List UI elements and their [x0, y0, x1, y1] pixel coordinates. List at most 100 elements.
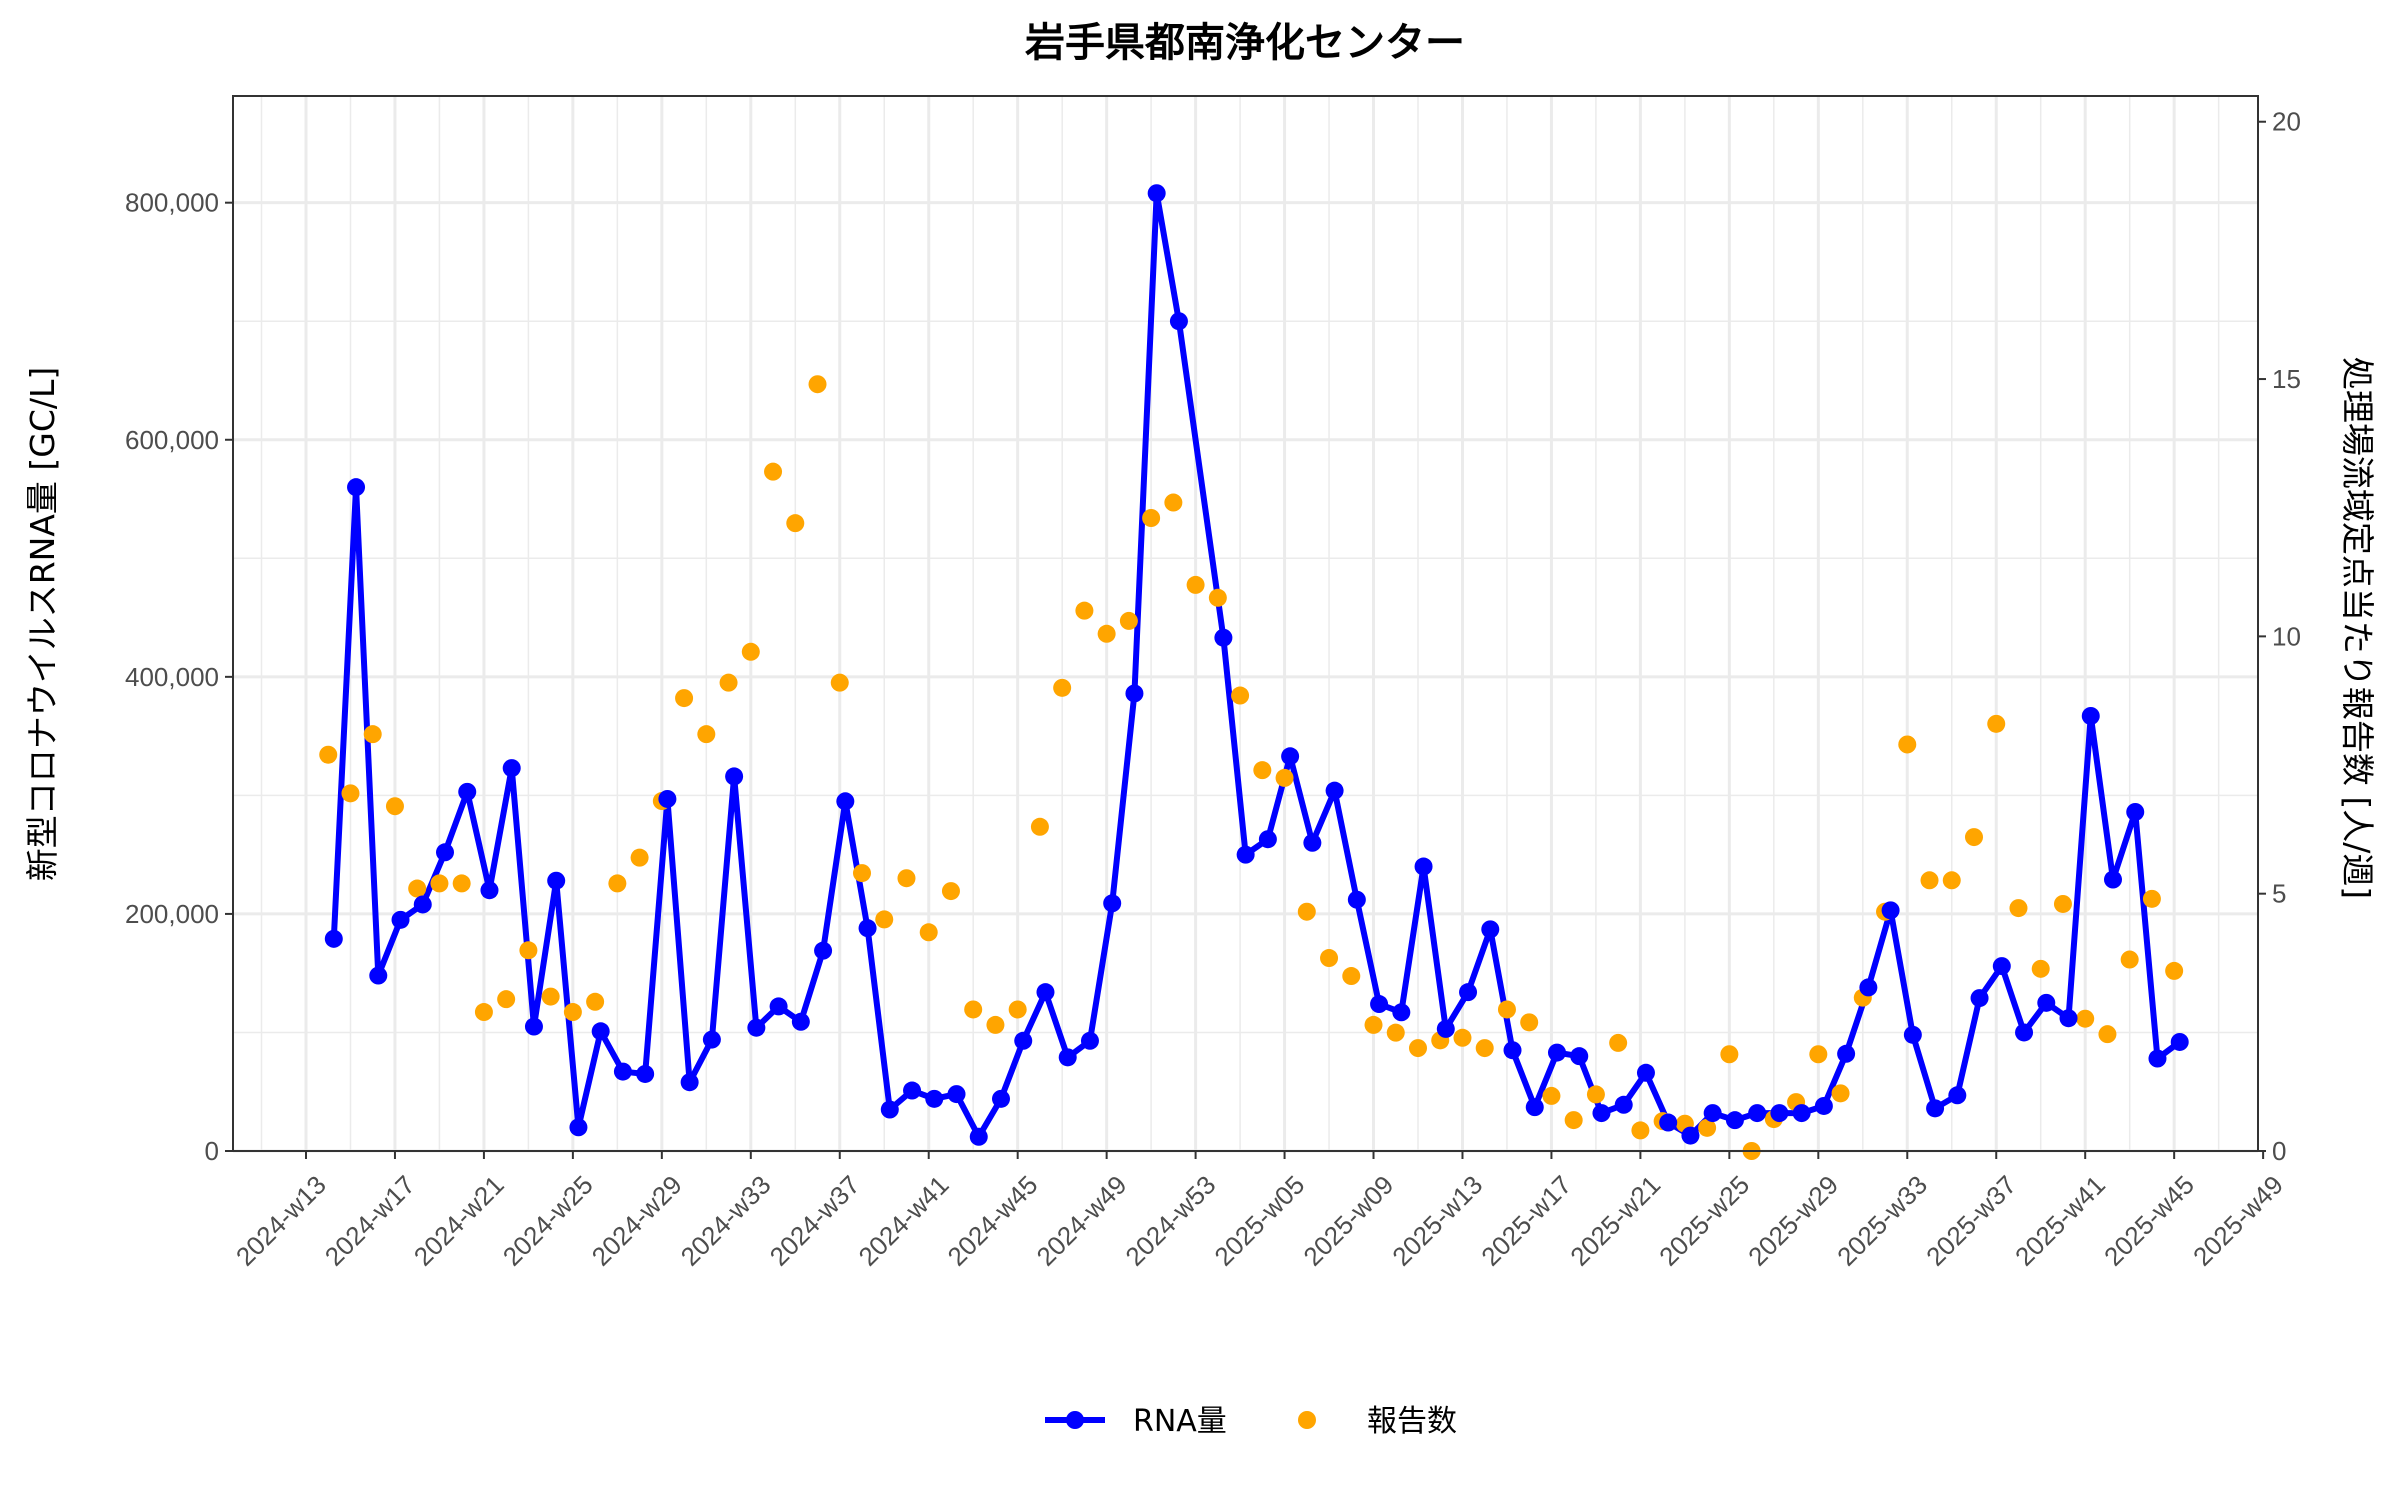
rna-point [1592, 1104, 1611, 1123]
report-count-point [1342, 967, 1361, 986]
rna-point [524, 1017, 543, 1036]
rna-point [1325, 781, 1344, 800]
y-left-tick-label: 200,000 [125, 899, 219, 929]
rna-point [1392, 1003, 1411, 1022]
report-count-point [1231, 686, 1250, 705]
rna-point [702, 1030, 721, 1049]
rna-point [947, 1085, 966, 1104]
rna-point [925, 1089, 944, 1108]
rna-point [391, 910, 410, 929]
report-count-point [2165, 961, 2184, 980]
report-count-point [897, 869, 916, 888]
rna-point [858, 919, 877, 938]
y-axis-right-title: 処理場流域定点当たり報告数 [人/週] [2338, 357, 2377, 899]
report-count-point [2053, 894, 2072, 913]
rna-point [2104, 870, 2122, 889]
rna-point [436, 843, 454, 862]
y-right-tick-label: 0 [2272, 1136, 2286, 1166]
rna-point [814, 941, 833, 960]
rna-point [1481, 920, 1500, 939]
report-count-point [1920, 871, 1939, 890]
report-count-point [363, 725, 382, 744]
report-count-point [408, 879, 427, 898]
report-count-point [519, 941, 538, 960]
report-count-point [1631, 1121, 1650, 1140]
rna-point [1926, 1099, 1945, 1118]
rna-point [2015, 1023, 2034, 1042]
report-count-point [1164, 493, 1183, 512]
rna-point [1525, 1098, 1544, 1117]
report-count-point [1008, 1000, 1027, 1019]
rna-point [458, 782, 477, 801]
rna-point [1681, 1126, 1700, 1145]
rna-point [1992, 957, 2011, 976]
rna-point [1347, 890, 1366, 909]
rna-point [880, 1100, 899, 1119]
report-count-point [1831, 1084, 1850, 1103]
report-count-point [853, 864, 871, 883]
rna-point [1414, 857, 1433, 876]
rna-point [1459, 983, 1478, 1002]
rna-point [1436, 1019, 1455, 1038]
report-count-point [719, 673, 738, 692]
report-count-point [1965, 828, 1983, 847]
report-count-point [385, 797, 404, 816]
report-count-point [2009, 899, 2028, 918]
rna-point [1570, 1047, 1589, 1066]
rna-point [1770, 1104, 1789, 1123]
report-count-point [875, 910, 894, 929]
rna-point [1503, 1041, 1522, 1060]
report-count-point [1119, 611, 1138, 630]
rna-point [2148, 1049, 2167, 1068]
report-count-point [563, 1003, 582, 1022]
y-axis-left-title: 新型コロナウイルスRNA量 [GC/L] [23, 367, 62, 882]
report-count-point [1186, 575, 1205, 594]
rna-point [658, 789, 677, 808]
rna-point [636, 1064, 655, 1083]
rna-point [2170, 1032, 2189, 1051]
report-count-point [919, 923, 938, 942]
rna-point [1814, 1096, 1833, 1115]
report-count-point [1253, 761, 1272, 780]
report-count-point [1542, 1086, 1561, 1105]
report-count-point [1364, 1015, 1383, 1034]
chart-title: 岩手県都南浄化センター [1025, 20, 1465, 66]
rna-point [413, 895, 432, 914]
rna-point [1748, 1104, 1767, 1123]
y-right-tick-label: 20 [2272, 107, 2301, 137]
report-count-point [1097, 624, 1116, 643]
report-count-point [2120, 950, 2139, 969]
rna-point [1125, 684, 1144, 703]
report-count-point [1320, 949, 1339, 968]
y-right-tick-label: 5 [2272, 879, 2286, 909]
rna-point [1236, 845, 1255, 864]
report-count-point [1142, 509, 1161, 527]
y-left-tick-label: 400,000 [125, 662, 219, 692]
report-count-point [430, 874, 449, 893]
report-count-point [1497, 1000, 1516, 1019]
rna-point [1837, 1044, 1856, 1063]
rna-point [547, 871, 566, 890]
rna-point [1659, 1113, 1678, 1132]
report-count-point [1275, 768, 1294, 787]
report-count-point [474, 1003, 493, 1022]
rna-point [1303, 833, 1322, 852]
legend-report-point-icon [1298, 1411, 1316, 1429]
y-left-tick-label: 800,000 [125, 188, 219, 218]
report-count-point [341, 784, 360, 803]
rna-point [1725, 1111, 1744, 1130]
legend-rna-point-icon [1066, 1411, 1084, 1429]
rna-point [347, 478, 366, 497]
report-count-point [2031, 959, 2050, 978]
y-left-tick-label: 0 [205, 1136, 219, 1166]
plot-marks [319, 184, 2189, 1160]
rna-point [1614, 1095, 1633, 1114]
rna-point [1058, 1048, 1077, 1067]
rna-point [1214, 628, 1233, 647]
rna-point [2059, 1009, 2078, 1028]
rna-point [1970, 989, 1989, 1008]
report-count-point [1297, 902, 1316, 921]
rna-point [992, 1089, 1010, 1108]
